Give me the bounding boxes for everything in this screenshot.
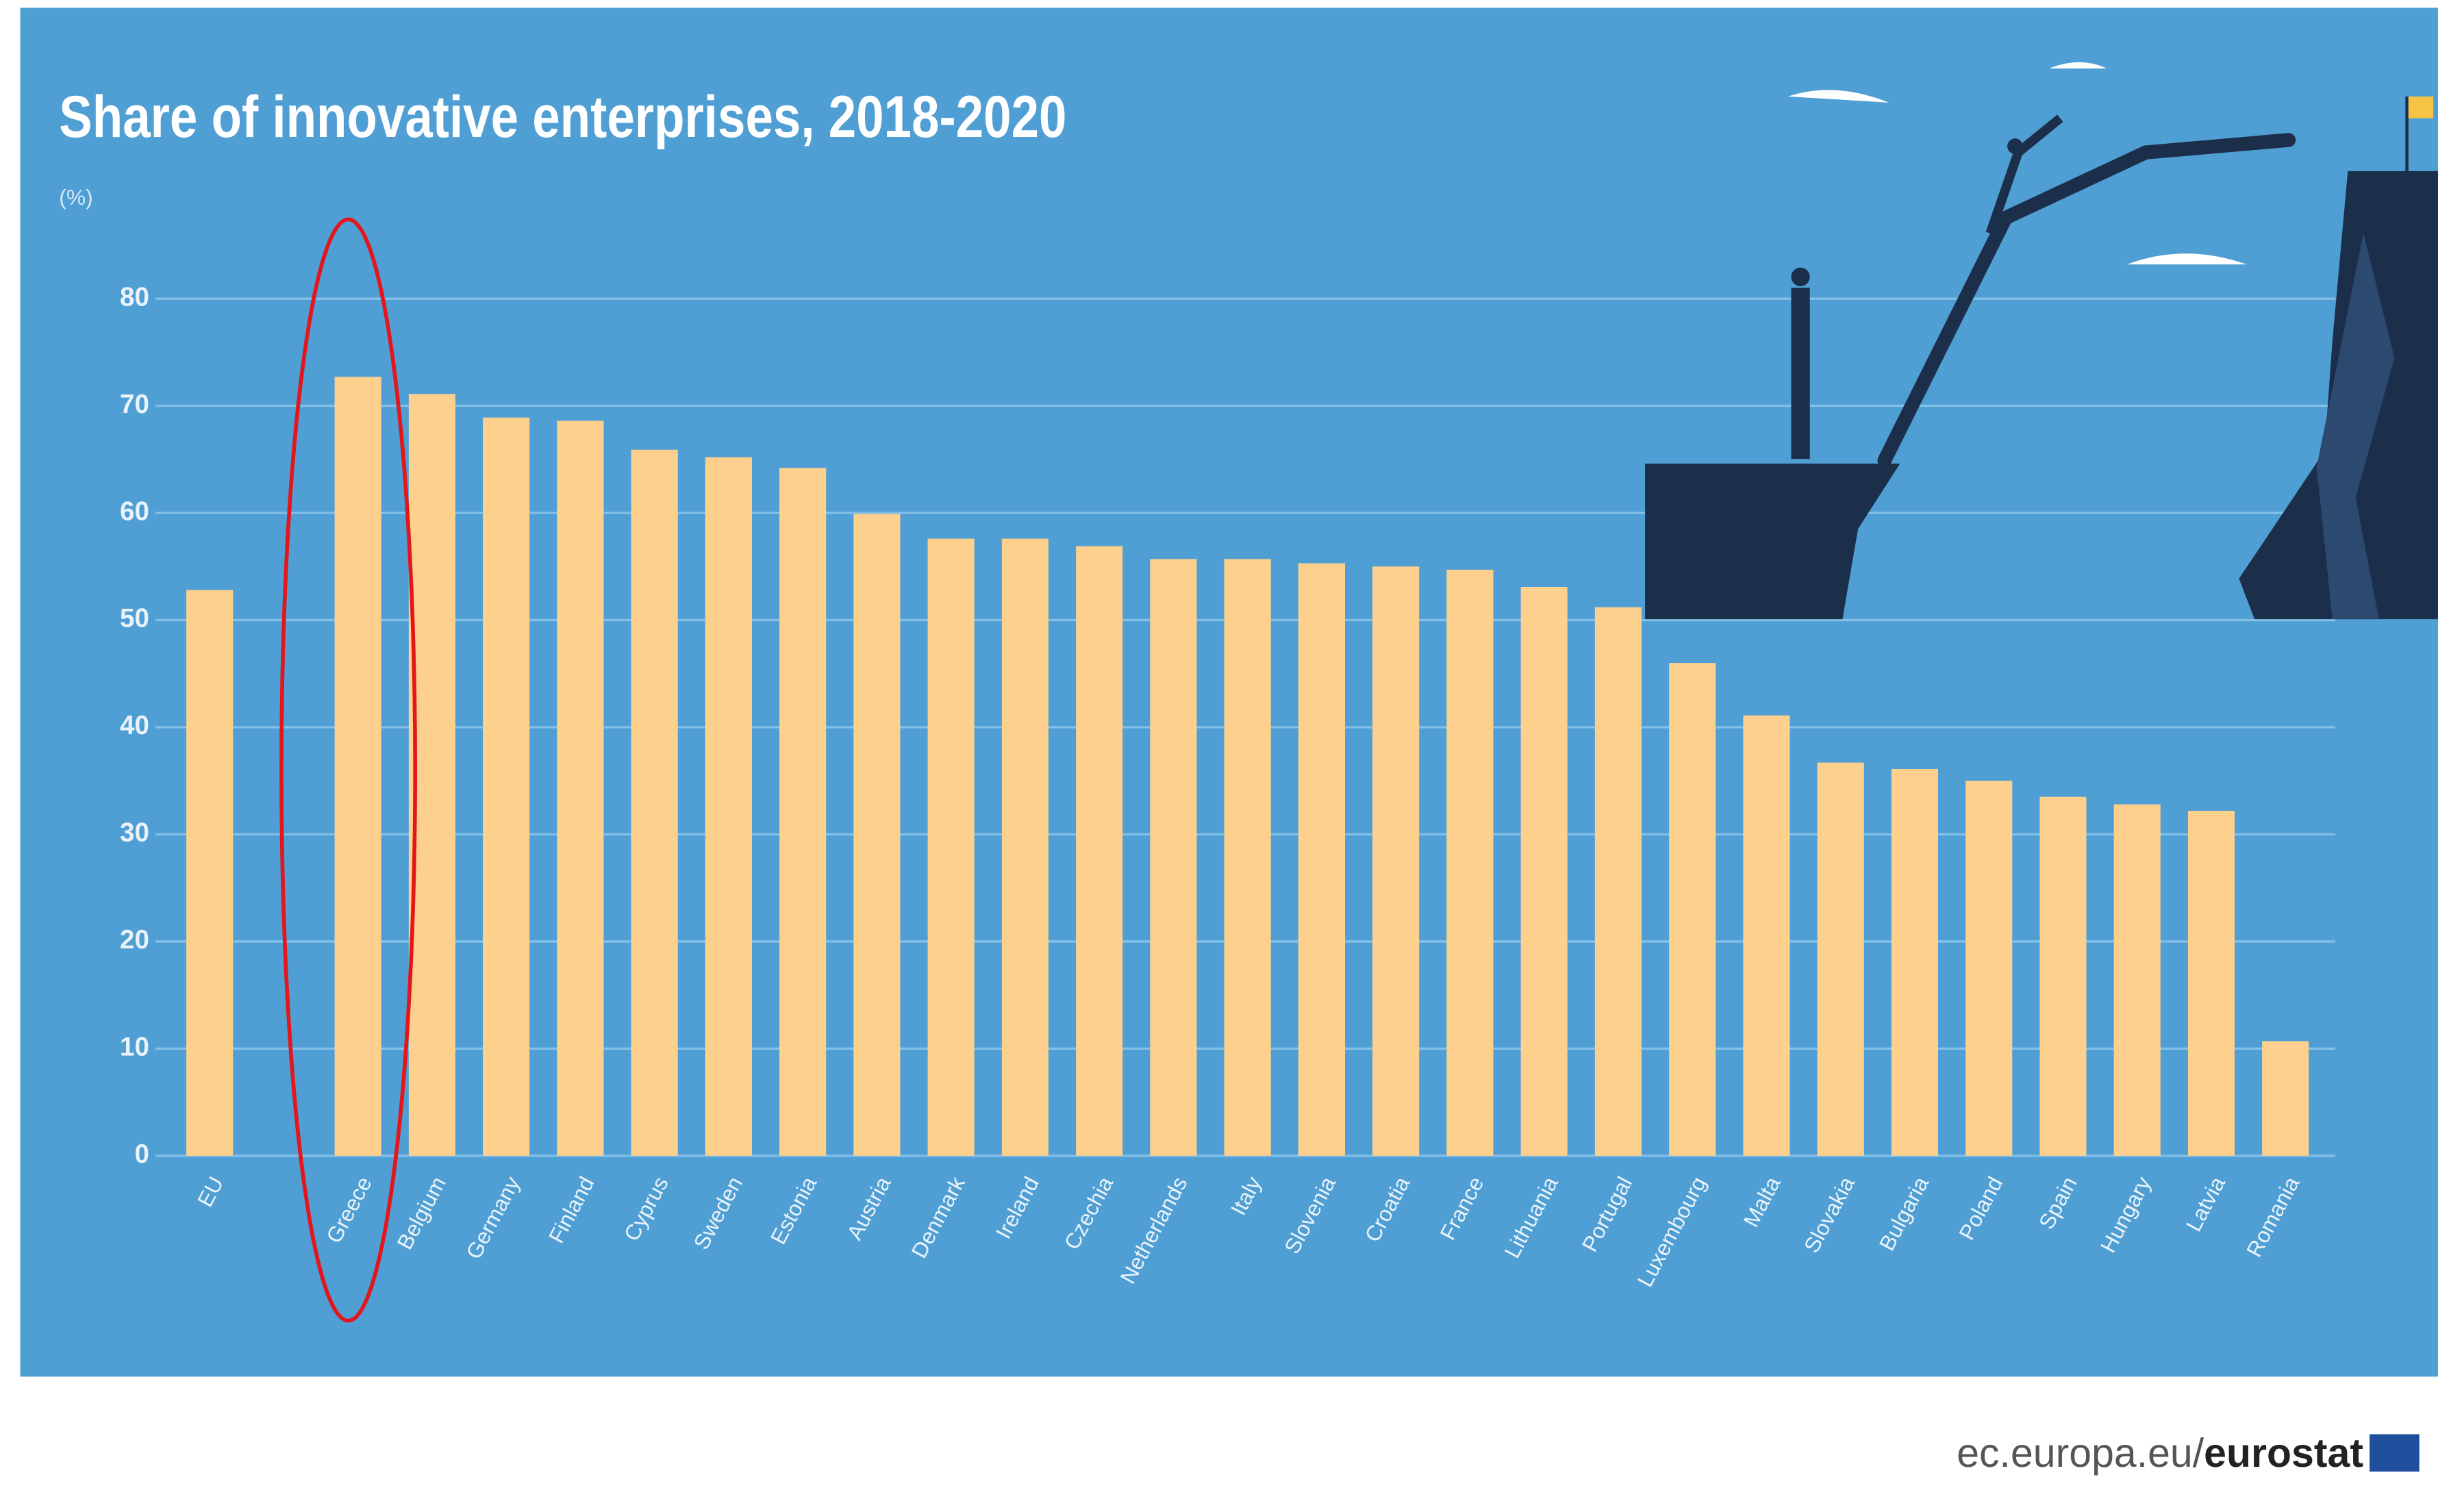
y-tick-label: 60 (120, 496, 149, 526)
bar (631, 449, 678, 1156)
bar (1446, 569, 1494, 1156)
bar (927, 538, 975, 1156)
bar (1669, 663, 1716, 1156)
y-tick-label: 50 (120, 604, 149, 633)
bar (1594, 607, 1642, 1156)
bar (186, 590, 234, 1156)
y-tick-label: 0 (134, 1139, 149, 1169)
bar (483, 417, 530, 1156)
bar (1891, 768, 1939, 1156)
source: ec.europa.eu/eurostat (1957, 1431, 2363, 1476)
bar (2039, 796, 2087, 1156)
y-tick-label: 10 (120, 1033, 149, 1062)
bar (779, 468, 827, 1156)
bar (1965, 781, 2013, 1156)
eu-flag (2370, 1434, 2420, 1472)
y-tick-label: 70 (120, 390, 149, 419)
bar (1298, 563, 1345, 1156)
bar (2187, 811, 2235, 1156)
bar (2113, 804, 2161, 1156)
highlight-ellipse (279, 217, 418, 1323)
bar (334, 377, 381, 1156)
y-tick-label: 80 (120, 282, 149, 312)
chart-title: Share of innovative enterprises, 2018-20… (59, 84, 1066, 150)
bar (1817, 762, 1864, 1156)
bar (557, 420, 604, 1156)
bar (1743, 715, 1790, 1156)
bar (853, 514, 901, 1156)
y-tick-label: 30 (120, 818, 149, 848)
bar (705, 457, 752, 1156)
bar (1224, 559, 1271, 1156)
unit-label: (%) (59, 185, 92, 210)
bar (2262, 1041, 2309, 1156)
y-tick-label: 40 (120, 711, 149, 740)
bar (1076, 546, 1123, 1156)
bar (1372, 566, 1420, 1156)
bar (1520, 587, 1568, 1156)
source-prefix: ec.europa.eu/ (1957, 1431, 2204, 1476)
source-brand: eurostat (2204, 1431, 2363, 1476)
bar (1001, 538, 1048, 1156)
y-tick-label: 20 (120, 925, 149, 955)
bar (1150, 559, 1197, 1156)
illustration (1645, 62, 2438, 620)
